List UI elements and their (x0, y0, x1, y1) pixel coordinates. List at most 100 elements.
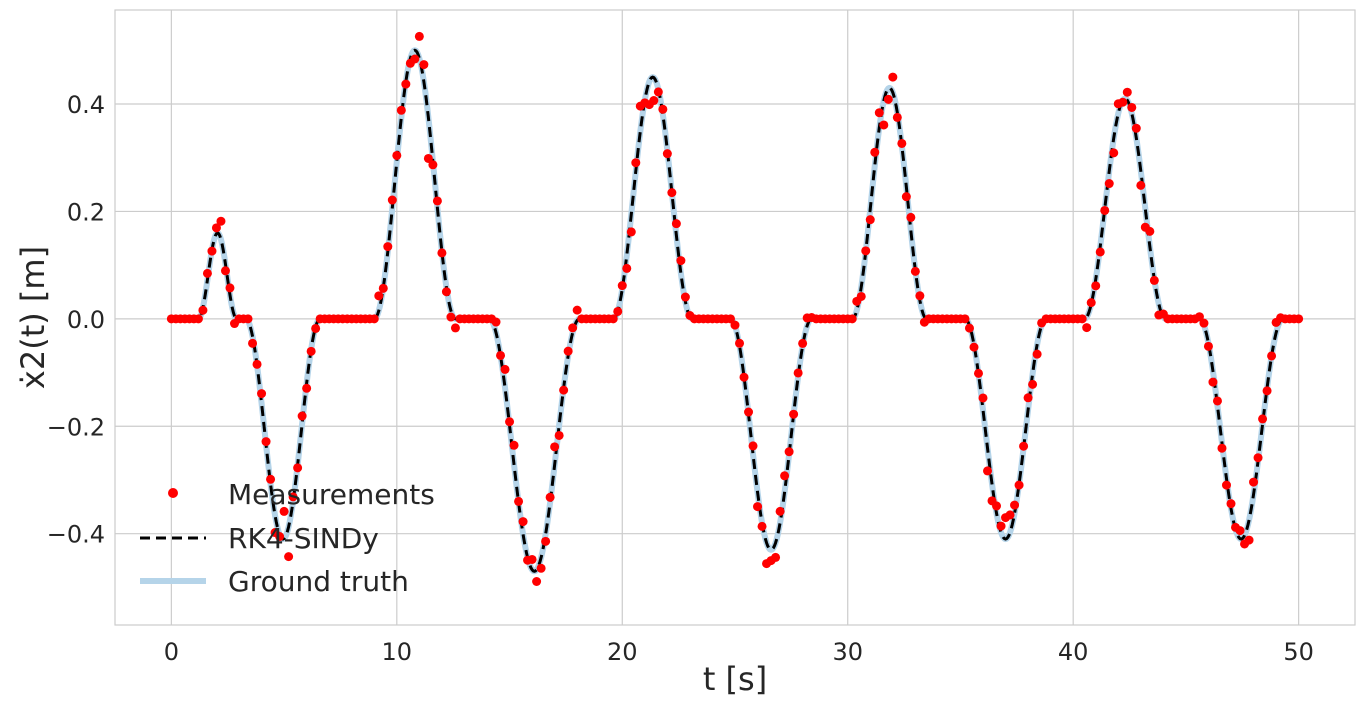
legend-label: Ground truth (228, 565, 409, 598)
measurement-point (532, 577, 542, 586)
measurement-point (725, 314, 735, 324)
measurement-point (870, 147, 880, 157)
measurement-point (1014, 480, 1024, 490)
measurement-point (1253, 453, 1263, 463)
measurement-point (771, 552, 781, 562)
measurement-point (550, 442, 560, 452)
measurement-point (1010, 500, 1020, 510)
measurement-point (1149, 275, 1159, 285)
measurement-point (1104, 179, 1114, 189)
y-tick-label: −0.2 (47, 413, 105, 441)
measurement-point (626, 227, 636, 237)
measurement-point (649, 96, 659, 106)
measurement-point (671, 219, 681, 229)
measurement-point (1244, 535, 1254, 545)
measurement-point (1082, 323, 1092, 333)
measurement-point (401, 79, 411, 89)
measurement-point (311, 323, 321, 333)
measurement-point (996, 521, 1006, 531)
measurement-point (784, 447, 794, 457)
measurement-point (198, 305, 208, 315)
measurement-point (1136, 180, 1146, 190)
measurement-point (220, 266, 230, 276)
measurement-point (252, 359, 262, 369)
measurement-point (248, 338, 258, 348)
measurement-point (653, 87, 663, 97)
x-axis-label: t [s] (703, 660, 767, 698)
measurement-point (613, 306, 623, 316)
measurement-point (735, 338, 745, 348)
y-tick-label: −0.4 (47, 521, 105, 549)
measurement-point (193, 314, 203, 324)
measurement-point (428, 160, 438, 170)
measurement-point (1127, 102, 1137, 112)
measurement-point (572, 305, 582, 315)
y-tick-label: 0.2 (67, 198, 105, 226)
measurement-point (387, 195, 397, 205)
measurement-point (288, 492, 298, 502)
tick-labels: 0 10 20 30 40 50 −0.4 −0.2 0.0 0.2 0.4 (47, 91, 1314, 666)
measurement-point (744, 407, 754, 417)
measurement-point (293, 463, 303, 473)
measurement-point (1109, 148, 1119, 158)
x-tick-label: 50 (1283, 638, 1314, 666)
measurement-point (568, 323, 578, 333)
measurement-point (888, 72, 898, 82)
measurement-point (369, 314, 379, 324)
y-tick-label: 0.0 (67, 306, 105, 334)
measurement-point (906, 212, 916, 222)
measurement-point (748, 441, 758, 451)
measurement-point (496, 350, 506, 360)
measurement-point (608, 314, 618, 324)
measurement-point (1217, 443, 1227, 453)
measurement-point (554, 430, 564, 440)
measurement-point (897, 138, 907, 148)
measurement-point (211, 223, 221, 233)
measurement-point (730, 320, 740, 330)
measurement-point (1131, 123, 1141, 133)
measurement-point (266, 474, 276, 484)
measurement-point (1019, 441, 1029, 451)
measurement-point (410, 54, 420, 64)
measurement-point (861, 246, 871, 256)
measurement-point (243, 314, 253, 324)
legend-label: Measurements (228, 478, 435, 511)
measurement-point (559, 385, 569, 395)
measurement-point (847, 314, 857, 324)
measurement-point (1226, 499, 1236, 509)
measurement-point (992, 501, 1002, 511)
measurement-point (378, 283, 388, 293)
measurement-point (225, 283, 235, 293)
measurement-point (973, 368, 983, 378)
measurement-point (856, 291, 866, 301)
measurement-point (983, 466, 993, 476)
measurement-point (915, 291, 925, 301)
measurement-point (1208, 377, 1218, 387)
x-tick-label: 10 (382, 638, 413, 666)
measurement-point (1294, 314, 1304, 324)
measurement-point (396, 105, 406, 115)
measurement-point (901, 192, 911, 202)
measurement-point (257, 389, 267, 399)
measurement-point (780, 471, 790, 481)
measurement-point (500, 364, 510, 374)
y-axis-label: ẋ2(t) [m] (14, 246, 52, 389)
measurement-point (969, 342, 979, 352)
measurement-point (284, 552, 294, 562)
legend: Measurements RK4-SINDy Ground truth (140, 478, 435, 598)
measurement-point (1145, 226, 1155, 236)
measurement-point (1235, 526, 1245, 536)
measurement-point (1118, 97, 1128, 107)
measurement-point (1262, 386, 1272, 396)
measurement-point (275, 532, 285, 542)
measurement-point (1095, 247, 1105, 257)
measurement-point (302, 383, 312, 393)
measurement-point (514, 496, 524, 506)
measurement-point (757, 521, 767, 531)
measurement-point (964, 323, 974, 333)
measurement-point (1122, 87, 1132, 97)
measurement-point (680, 292, 690, 302)
y-tick-label: 0.4 (67, 91, 105, 119)
